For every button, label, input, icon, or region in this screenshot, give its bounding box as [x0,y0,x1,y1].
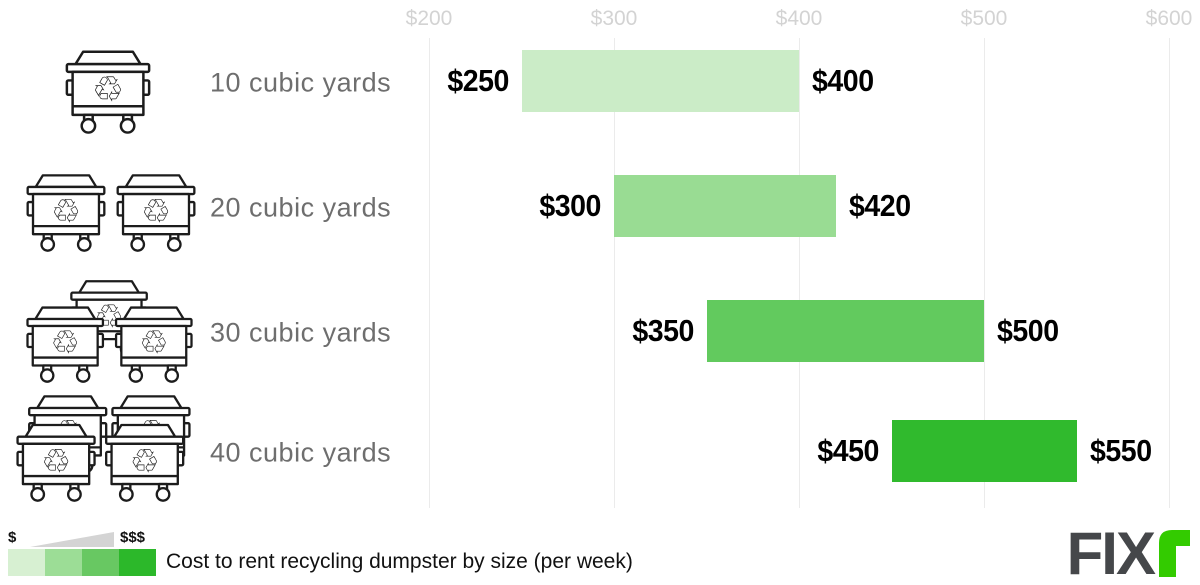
bar-min-value: $350 [631,313,694,348]
cost-range-bar [521,50,799,112]
cost-range-bar [706,300,984,362]
dumpster-icon-group [11,391,196,507]
cost-range-bar [891,420,1077,482]
dumpster-icons [26,280,193,383]
bar-max-value: $420 [849,188,911,223]
dumpster-icon-group [21,170,201,257]
dumpster-icons [16,395,191,502]
bar-max-value: $400 [812,63,874,98]
bar-min-value: $300 [539,188,601,223]
dumpster-icon [105,423,185,502]
bar-min-value: $250 [446,63,509,98]
logo-text: FIX [1066,520,1156,585]
row-label: 20 cubic yards [210,192,392,223]
row-label: 30 cubic yards [210,317,392,348]
cost-range-bar [614,175,836,237]
axis-tick-label: $300 [590,7,638,30]
legend-color-scale [8,549,156,576]
axis-gridline [429,38,430,508]
dumpster-icons [65,50,151,134]
dumpster-icon [114,306,193,383]
dumpster-icon [26,306,105,383]
dumpster-icon-group [21,276,198,388]
fixr-logo: FIX [1066,520,1190,585]
chart-caption: Cost to rent recycling dumpster by size … [166,550,633,573]
axis-gridline [984,38,985,508]
dumpster-icon [65,50,151,134]
legend-high-label: $$$ [120,529,146,546]
axis-gridline [614,38,615,508]
row-label: 40 cubic yards [210,437,392,468]
legend-color-segment [45,549,82,576]
axis-gridline [799,38,800,508]
legend-low-label: $ [8,529,17,546]
dumpster-icon [16,423,96,502]
dumpster-icons [26,174,196,252]
legend-color-segment [82,549,119,576]
legend-color-segment [119,549,156,576]
axis-tick-label: $200 [405,7,453,30]
bar-min-value: $450 [816,433,879,468]
dumpster-icon-group [60,46,156,139]
axis-tick-label: $600 [1145,7,1193,30]
axis-tick-label: $400 [775,7,823,30]
bar-max-value: $550 [1089,433,1152,468]
dumpster-icon [26,174,106,252]
bar-max-value: $500 [997,313,1059,348]
logo-accent-r-icon [1159,530,1190,577]
axis-gridline [1169,38,1170,508]
legend-color-segment [8,549,45,576]
dumpster-icon [116,174,196,252]
row-label: 10 cubic yards [210,67,392,98]
price-wedge-icon [30,532,114,547]
axis-tick-label: $500 [960,7,1008,30]
